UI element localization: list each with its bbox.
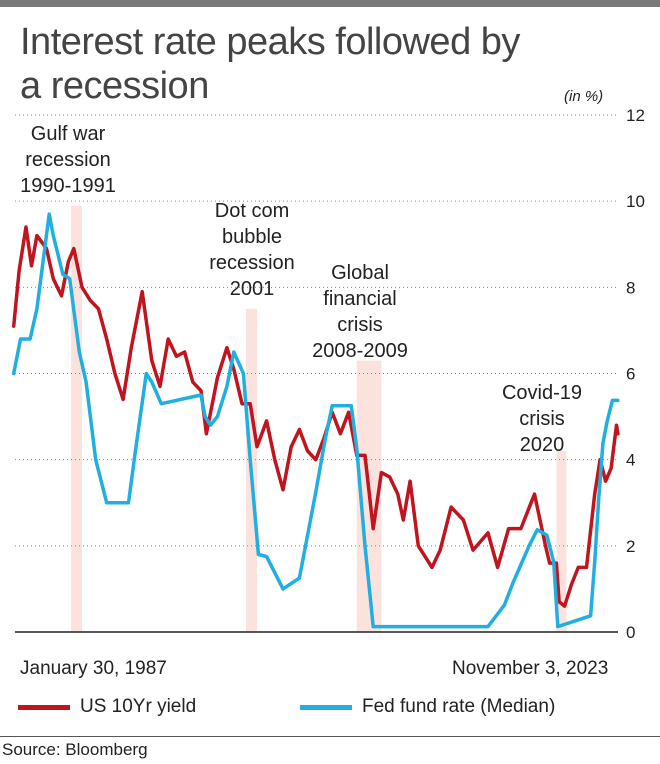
source-divider [0,736,660,737]
x-start-label: January 30, 1987 [20,658,167,679]
fedfund-line [11,212,620,629]
top-rule [0,0,660,7]
recession-label: Covid-19 crisis 2020 [502,382,582,456]
legend-label-fedfund: Fed fund rate (Median) [362,696,556,717]
recession-label: Dot com bubble recession 2001 [209,200,295,300]
recession-band [556,451,567,632]
unit-label: (in %) [564,88,604,105]
recession-label: Global financial crisis 2008-2009 [312,262,408,362]
legend-item-us10yr: US 10Yr yield [18,696,196,718]
y-tick-label: 2 [626,537,635,556]
source-note: Source: Bloomberg [2,740,148,759]
line-chart: 0 2 4 6 8 10 12 Gulf war recession 1990-1991 Dot c… [11,106,645,642]
y-tick-label: 8 [626,278,635,297]
legend-label-us10yr: US 10Yr yield [80,696,197,717]
y-tick-label: 4 [626,451,635,470]
us10yr-line [11,225,620,608]
y-tick-label: 10 [626,192,645,211]
chart-title: Interest rate peaks followed by a recess… [20,21,520,107]
x-end-label: November 3, 2023 [452,658,609,679]
recession-band [71,205,83,632]
y-tick-label: 0 [626,623,635,642]
legend-swatch-fedfund [300,704,352,710]
y-tick-label: 12 [626,106,645,125]
legend-item-fedfund: Fed fund rate (Median) [300,696,555,718]
legend-swatch-us10yr [18,704,70,710]
recession-label: Gulf war recession 1990-1991 [20,123,116,197]
y-tick-label: 6 [626,365,635,384]
